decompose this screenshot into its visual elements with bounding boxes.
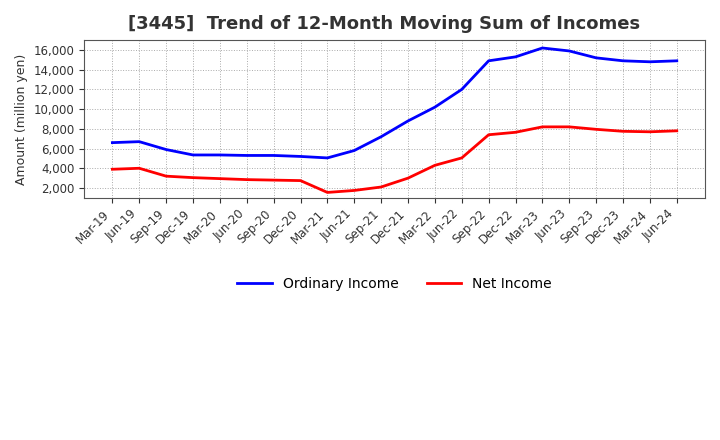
Ordinary Income xyxy=(189,152,197,158)
Net Income xyxy=(269,177,278,183)
Ordinary Income xyxy=(162,147,171,152)
Line: Net Income: Net Income xyxy=(112,127,677,192)
Ordinary Income xyxy=(565,48,574,54)
Ordinary Income xyxy=(215,152,224,158)
Ordinary Income xyxy=(296,154,305,159)
Ordinary Income xyxy=(618,58,627,63)
Net Income xyxy=(243,177,251,182)
Net Income xyxy=(377,184,385,190)
Net Income xyxy=(404,176,413,181)
Net Income xyxy=(162,173,171,179)
Net Income xyxy=(646,129,654,135)
Net Income xyxy=(189,175,197,180)
Ordinary Income xyxy=(404,118,413,124)
Net Income xyxy=(485,132,493,137)
Ordinary Income xyxy=(108,140,117,145)
Ordinary Income xyxy=(646,59,654,64)
Net Income xyxy=(215,176,224,181)
Net Income xyxy=(108,167,117,172)
Net Income xyxy=(538,124,546,129)
Net Income xyxy=(672,128,681,133)
Ordinary Income xyxy=(538,45,546,51)
Ordinary Income xyxy=(350,148,359,153)
Net Income xyxy=(457,155,466,161)
Net Income xyxy=(511,130,520,135)
Ordinary Income xyxy=(457,87,466,92)
Ordinary Income xyxy=(377,134,385,139)
Net Income xyxy=(350,188,359,193)
Ordinary Income xyxy=(511,54,520,59)
Net Income xyxy=(135,165,143,171)
Ordinary Income xyxy=(672,58,681,63)
Ordinary Income xyxy=(269,153,278,158)
Ordinary Income xyxy=(431,105,439,110)
Y-axis label: Amount (million yen): Amount (million yen) xyxy=(15,53,28,185)
Net Income xyxy=(323,190,332,195)
Text: [3445]  Trend of 12-Month Moving Sum of Incomes: [3445] Trend of 12-Month Moving Sum of I… xyxy=(127,15,640,33)
Ordinary Income xyxy=(243,153,251,158)
Legend: Ordinary Income, Net Income: Ordinary Income, Net Income xyxy=(232,271,557,296)
Ordinary Income xyxy=(323,155,332,161)
Ordinary Income xyxy=(592,55,600,60)
Net Income xyxy=(592,127,600,132)
Net Income xyxy=(618,128,627,134)
Net Income xyxy=(431,163,439,168)
Net Income xyxy=(296,178,305,183)
Ordinary Income xyxy=(485,58,493,63)
Net Income xyxy=(565,124,574,129)
Line: Ordinary Income: Ordinary Income xyxy=(112,48,677,158)
Ordinary Income xyxy=(135,139,143,144)
